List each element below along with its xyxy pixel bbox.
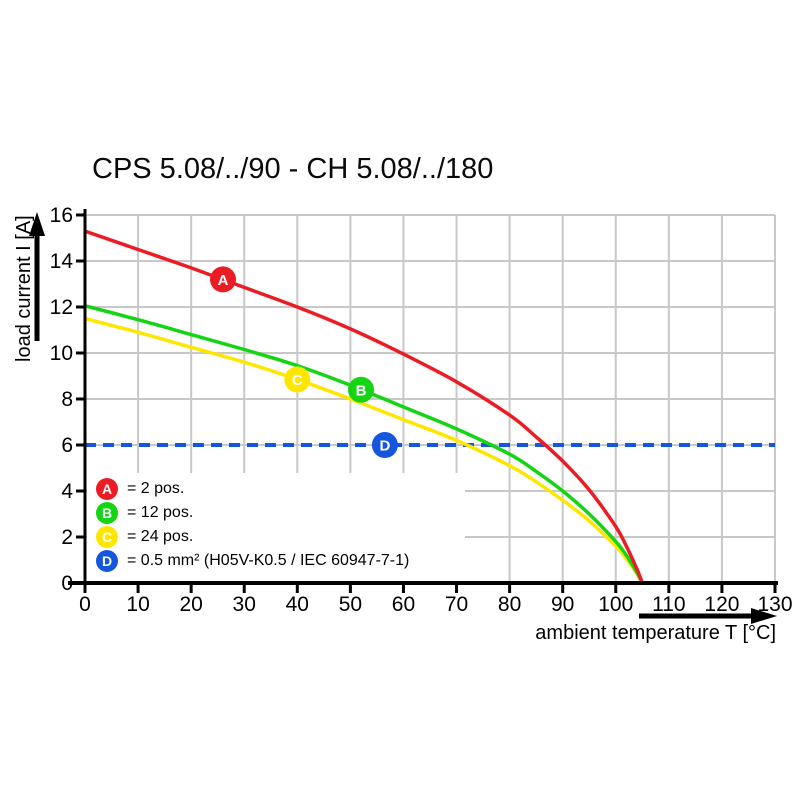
chart-title: CPS 5.08/../90 - CH 5.08/../180 xyxy=(92,153,494,185)
y-tick-label: 14 xyxy=(50,250,74,273)
axes xyxy=(68,209,778,593)
chart-legend: A = 2 pos. B = 12 pos. C = 24 pos. D = 0.5 mm² … xyxy=(96,477,409,573)
x-axis-label: ambient temperature T [°C] xyxy=(535,622,776,644)
y-tick-label: 8 xyxy=(61,388,73,411)
marker-B-letter: B xyxy=(356,382,367,399)
legend-badge-A-icon: A xyxy=(96,478,118,500)
y-tick-label: 4 xyxy=(61,480,73,503)
y-tick-label: 0 xyxy=(61,572,73,595)
y-tick-label: 2 xyxy=(61,526,73,549)
marker-C-letter: C xyxy=(292,372,303,389)
x-tick-label: 60 xyxy=(392,593,415,616)
curve-B xyxy=(84,304,644,584)
legend-badge-C-icon: C xyxy=(96,526,118,548)
legend-mask xyxy=(87,473,465,582)
marker-C-dot xyxy=(284,366,311,393)
x-tick-label: 90 xyxy=(551,593,574,616)
marker-B-dot xyxy=(348,376,374,403)
x-tick-label: 80 xyxy=(498,593,521,616)
marker-D-letter: D xyxy=(379,438,390,455)
x-tick-label: 110 xyxy=(652,593,685,616)
curve-markers: A B C D xyxy=(210,266,398,458)
legend-badge-D-icon: D xyxy=(96,550,118,572)
y-tick-label: 12 xyxy=(50,296,73,319)
x-tick-label: 70 xyxy=(445,593,468,616)
y-axis-arrow-icon xyxy=(29,212,45,341)
y-tick-label: 10 xyxy=(50,342,73,365)
legend-label-C: = 24 pos. xyxy=(127,528,194,545)
curves xyxy=(84,229,775,584)
legend-badge-B-icon: B xyxy=(96,502,118,524)
x-axis-arrow-icon xyxy=(639,608,777,624)
marker-D-dot xyxy=(371,432,398,458)
y-tick-label: 6 xyxy=(61,434,73,457)
legend-item-B: B = 12 pos. xyxy=(96,501,409,525)
marker-A-dot xyxy=(210,266,236,293)
x-tick-label: 130 xyxy=(757,593,792,616)
x-tick-label: 100 xyxy=(598,593,633,616)
legend-label-D: = 0.5 mm² (H05V-K0.5 / IEC 60947-7-1) xyxy=(127,552,410,569)
y-tick-label: 16 xyxy=(50,204,73,227)
legend-background xyxy=(87,473,465,582)
x-tick-label: 30 xyxy=(233,593,256,616)
legend-label-B: = 12 pos. xyxy=(127,504,194,521)
x-tick-label: 120 xyxy=(704,593,739,616)
y-axis-label: load current I [A] xyxy=(13,215,35,362)
tick-labels: 0 10 20 30 40 50 60 70 80 90 100 110 120 130 0 2 4 6 8 10 12… xyxy=(50,204,793,616)
legend-item-C: C = 24 pos. xyxy=(96,525,409,549)
legend-item-A: A = 2 pos. xyxy=(96,477,409,501)
x-tick-label: 10 xyxy=(126,593,149,616)
x-tick-label: 20 xyxy=(179,593,202,616)
legend-item-D: D = 0.5 mm² (H05V-K0.5 / IEC 60947-7-1) xyxy=(96,549,409,573)
x-tick-label: 0 xyxy=(79,593,91,616)
x-tick-label: 40 xyxy=(286,593,309,616)
x-tick-label: 50 xyxy=(339,593,362,616)
marker-A-letter: A xyxy=(218,272,229,289)
curve-C xyxy=(84,316,644,584)
legend-label-A: = 2 pos. xyxy=(127,480,185,497)
